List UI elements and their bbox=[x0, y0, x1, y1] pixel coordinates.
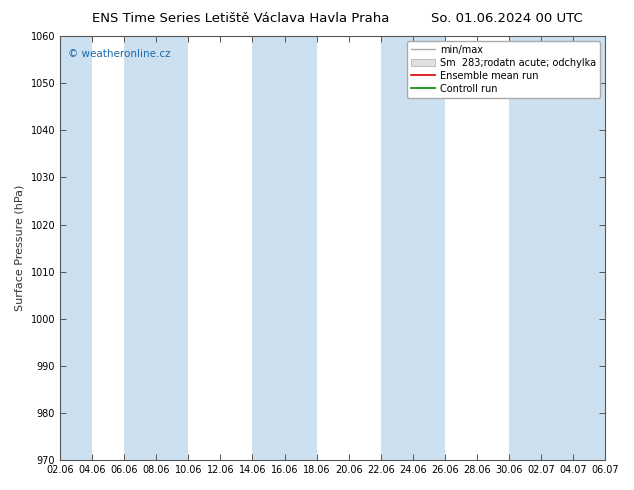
Bar bbox=[252, 36, 316, 460]
Text: ENS Time Series Letiště Václava Havla Praha: ENS Time Series Letiště Václava Havla Pr… bbox=[92, 12, 390, 25]
Legend: min/max, Sm  283;rodatn acute; odchylka, Ensemble mean run, Controll run: min/max, Sm 283;rodatn acute; odchylka, … bbox=[407, 41, 600, 98]
Bar bbox=[509, 36, 605, 460]
Bar bbox=[124, 36, 188, 460]
Y-axis label: Surface Pressure (hPa): Surface Pressure (hPa) bbox=[15, 185, 25, 311]
Text: So. 01.06.2024 00 UTC: So. 01.06.2024 00 UTC bbox=[431, 12, 583, 25]
Bar bbox=[380, 36, 445, 460]
Text: © weatheronline.cz: © weatheronline.cz bbox=[68, 49, 171, 59]
Bar bbox=[60, 36, 92, 460]
